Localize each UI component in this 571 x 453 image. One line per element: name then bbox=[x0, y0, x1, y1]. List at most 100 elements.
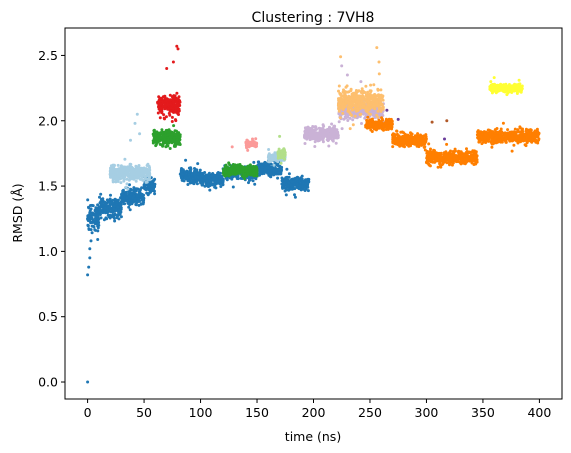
data-point bbox=[104, 216, 108, 220]
data-point bbox=[186, 179, 190, 183]
data-point bbox=[329, 133, 332, 137]
data-point bbox=[162, 116, 166, 120]
data-point bbox=[236, 170, 240, 174]
series-4 bbox=[276, 134, 287, 165]
data-point bbox=[272, 172, 276, 176]
data-point bbox=[122, 197, 126, 201]
data-point bbox=[217, 179, 221, 183]
data-point bbox=[354, 89, 358, 92]
data-point bbox=[180, 178, 184, 182]
data-point bbox=[119, 181, 123, 185]
data-point bbox=[128, 198, 131, 202]
data-point bbox=[405, 141, 409, 145]
data-point bbox=[247, 166, 251, 170]
data-point bbox=[96, 226, 100, 230]
data-point bbox=[150, 184, 154, 188]
data-point bbox=[221, 177, 225, 181]
data-point bbox=[171, 139, 175, 143]
data-point bbox=[159, 131, 163, 135]
data-point bbox=[383, 121, 387, 125]
data-point bbox=[87, 228, 91, 231]
data-point bbox=[200, 174, 204, 178]
data-point bbox=[103, 200, 107, 204]
data-point bbox=[379, 121, 383, 125]
data-point bbox=[306, 181, 309, 185]
data-point bbox=[177, 107, 181, 111]
data-point bbox=[153, 192, 157, 196]
data-point bbox=[276, 160, 280, 164]
data-point bbox=[117, 217, 121, 221]
data-point bbox=[252, 140, 256, 144]
data-point bbox=[369, 106, 372, 110]
data-point bbox=[86, 380, 90, 384]
data-point bbox=[231, 185, 235, 189]
data-point bbox=[108, 169, 112, 173]
data-point bbox=[242, 166, 245, 170]
data-point bbox=[231, 175, 235, 179]
data-point bbox=[313, 145, 317, 148]
data-point bbox=[145, 191, 149, 195]
data-point bbox=[348, 116, 352, 120]
data-point bbox=[284, 193, 288, 197]
data-point bbox=[393, 140, 397, 144]
data-point bbox=[127, 191, 131, 195]
data-point bbox=[137, 203, 141, 207]
series-0 bbox=[86, 158, 311, 384]
data-point bbox=[168, 93, 172, 97]
data-point bbox=[379, 93, 383, 97]
data-point bbox=[295, 182, 299, 186]
data-point bbox=[127, 165, 131, 169]
data-point bbox=[284, 188, 288, 192]
data-point bbox=[321, 136, 325, 139]
data-point bbox=[279, 161, 283, 165]
data-point bbox=[341, 105, 345, 109]
data-point bbox=[320, 127, 324, 131]
data-point bbox=[132, 177, 136, 181]
data-point bbox=[184, 158, 188, 162]
data-point bbox=[178, 142, 182, 146]
data-point bbox=[364, 84, 368, 88]
data-point bbox=[414, 142, 418, 146]
data-point bbox=[129, 188, 133, 192]
data-point bbox=[327, 144, 331, 148]
data-point bbox=[314, 138, 318, 142]
data-point bbox=[349, 89, 353, 93]
data-point bbox=[339, 55, 343, 59]
data-point bbox=[168, 147, 172, 150]
data-point bbox=[340, 94, 344, 98]
data-point bbox=[170, 131, 174, 134]
data-point bbox=[400, 137, 404, 141]
data-point bbox=[115, 178, 118, 182]
data-point bbox=[350, 113, 353, 117]
data-point bbox=[279, 149, 283, 153]
data-point bbox=[314, 125, 318, 129]
data-point bbox=[166, 138, 170, 142]
data-point bbox=[270, 158, 274, 162]
data-point bbox=[152, 189, 156, 193]
data-point bbox=[301, 185, 304, 189]
data-point bbox=[377, 72, 381, 76]
data-point bbox=[235, 177, 239, 180]
data-point bbox=[130, 201, 134, 205]
series-8 bbox=[364, 115, 541, 169]
data-point bbox=[252, 171, 256, 175]
data-point bbox=[267, 160, 271, 164]
data-point bbox=[367, 97, 371, 101]
data-point bbox=[388, 124, 392, 128]
data-point bbox=[148, 185, 152, 189]
data-point bbox=[119, 210, 123, 214]
data-point bbox=[332, 124, 336, 128]
series-5 bbox=[230, 137, 259, 152]
data-point bbox=[287, 188, 291, 192]
data-point bbox=[153, 177, 157, 181]
data-point bbox=[157, 95, 161, 99]
data-point bbox=[142, 174, 146, 178]
data-point bbox=[166, 107, 170, 111]
data-point bbox=[239, 170, 243, 174]
data-point bbox=[159, 106, 163, 110]
data-point bbox=[244, 169, 248, 173]
data-point bbox=[215, 175, 219, 179]
data-point bbox=[187, 170, 191, 174]
data-point bbox=[86, 198, 90, 202]
